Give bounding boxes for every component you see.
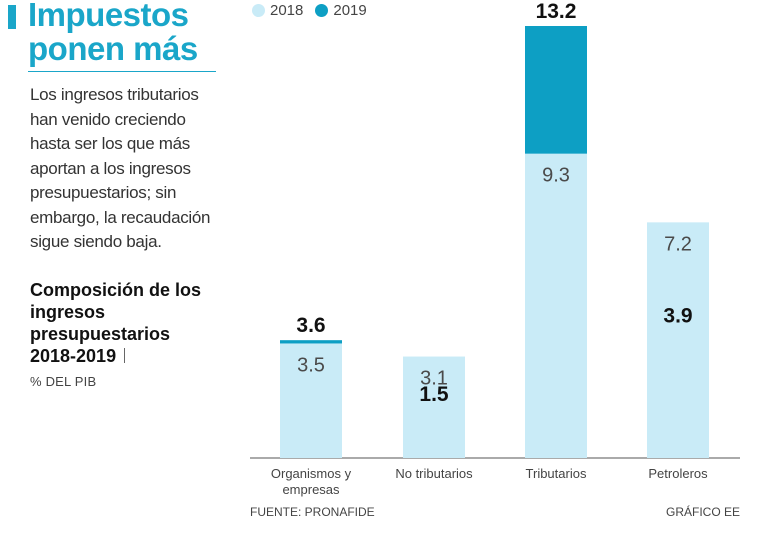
data-label-2018: 9.3	[542, 165, 570, 187]
data-label-2018: 7.2	[664, 233, 692, 255]
title-divider	[28, 71, 216, 72]
graphic-credit: GRÁFICO EE	[665, 505, 740, 519]
chart-legend: 2018 2019	[252, 0, 379, 20]
x-tick-label: Organismos y empresas	[271, 466, 352, 497]
data-label-2019: 1.5	[419, 383, 449, 406]
chart-unit-label: % DEL PIB	[30, 374, 97, 389]
intro-text: Los ingresos tributarios han venido crec…	[30, 85, 211, 251]
data-label-2019: 3.9	[663, 304, 692, 327]
chart-title-years: 2018-2019	[30, 346, 117, 366]
bar-2018	[647, 222, 709, 458]
chart-title-years-line: 2018-2019	[30, 345, 230, 367]
chart-title: Composición de los ingresos presupuestar…	[30, 279, 230, 367]
legend-item-2018: 2018	[252, 2, 303, 19]
legend-label-2019: 2019	[333, 1, 367, 19]
data-label-2019: 13.2	[536, 0, 577, 23]
x-tick-label: No tributarios	[395, 466, 473, 481]
legend-item-2019: 2019	[315, 1, 367, 19]
legend-label-2018: 2018	[270, 1, 304, 19]
legend-swatch-2019	[315, 3, 329, 17]
title-separator	[124, 348, 126, 363]
page-title: Impuestos ponen más	[28, 0, 198, 67]
legend-swatch-2018	[252, 3, 265, 17]
chart-title-text: Composición de los ingresos presupuestar…	[30, 280, 202, 344]
source-note: FUENTE: PRONAFIDE	[250, 505, 375, 519]
bar-2018	[403, 356, 465, 458]
bar-2018	[525, 153, 587, 459]
data-label-2018: 3.5	[297, 354, 325, 376]
bar-2018	[280, 343, 342, 458]
x-tick-label: Petroleros	[648, 466, 708, 481]
data-label-2018: 3.1	[420, 368, 448, 390]
x-tick-label: Tributarios	[526, 466, 587, 481]
data-label-2019: 3.6	[296, 314, 325, 337]
title-accent-bar	[8, 5, 16, 29]
